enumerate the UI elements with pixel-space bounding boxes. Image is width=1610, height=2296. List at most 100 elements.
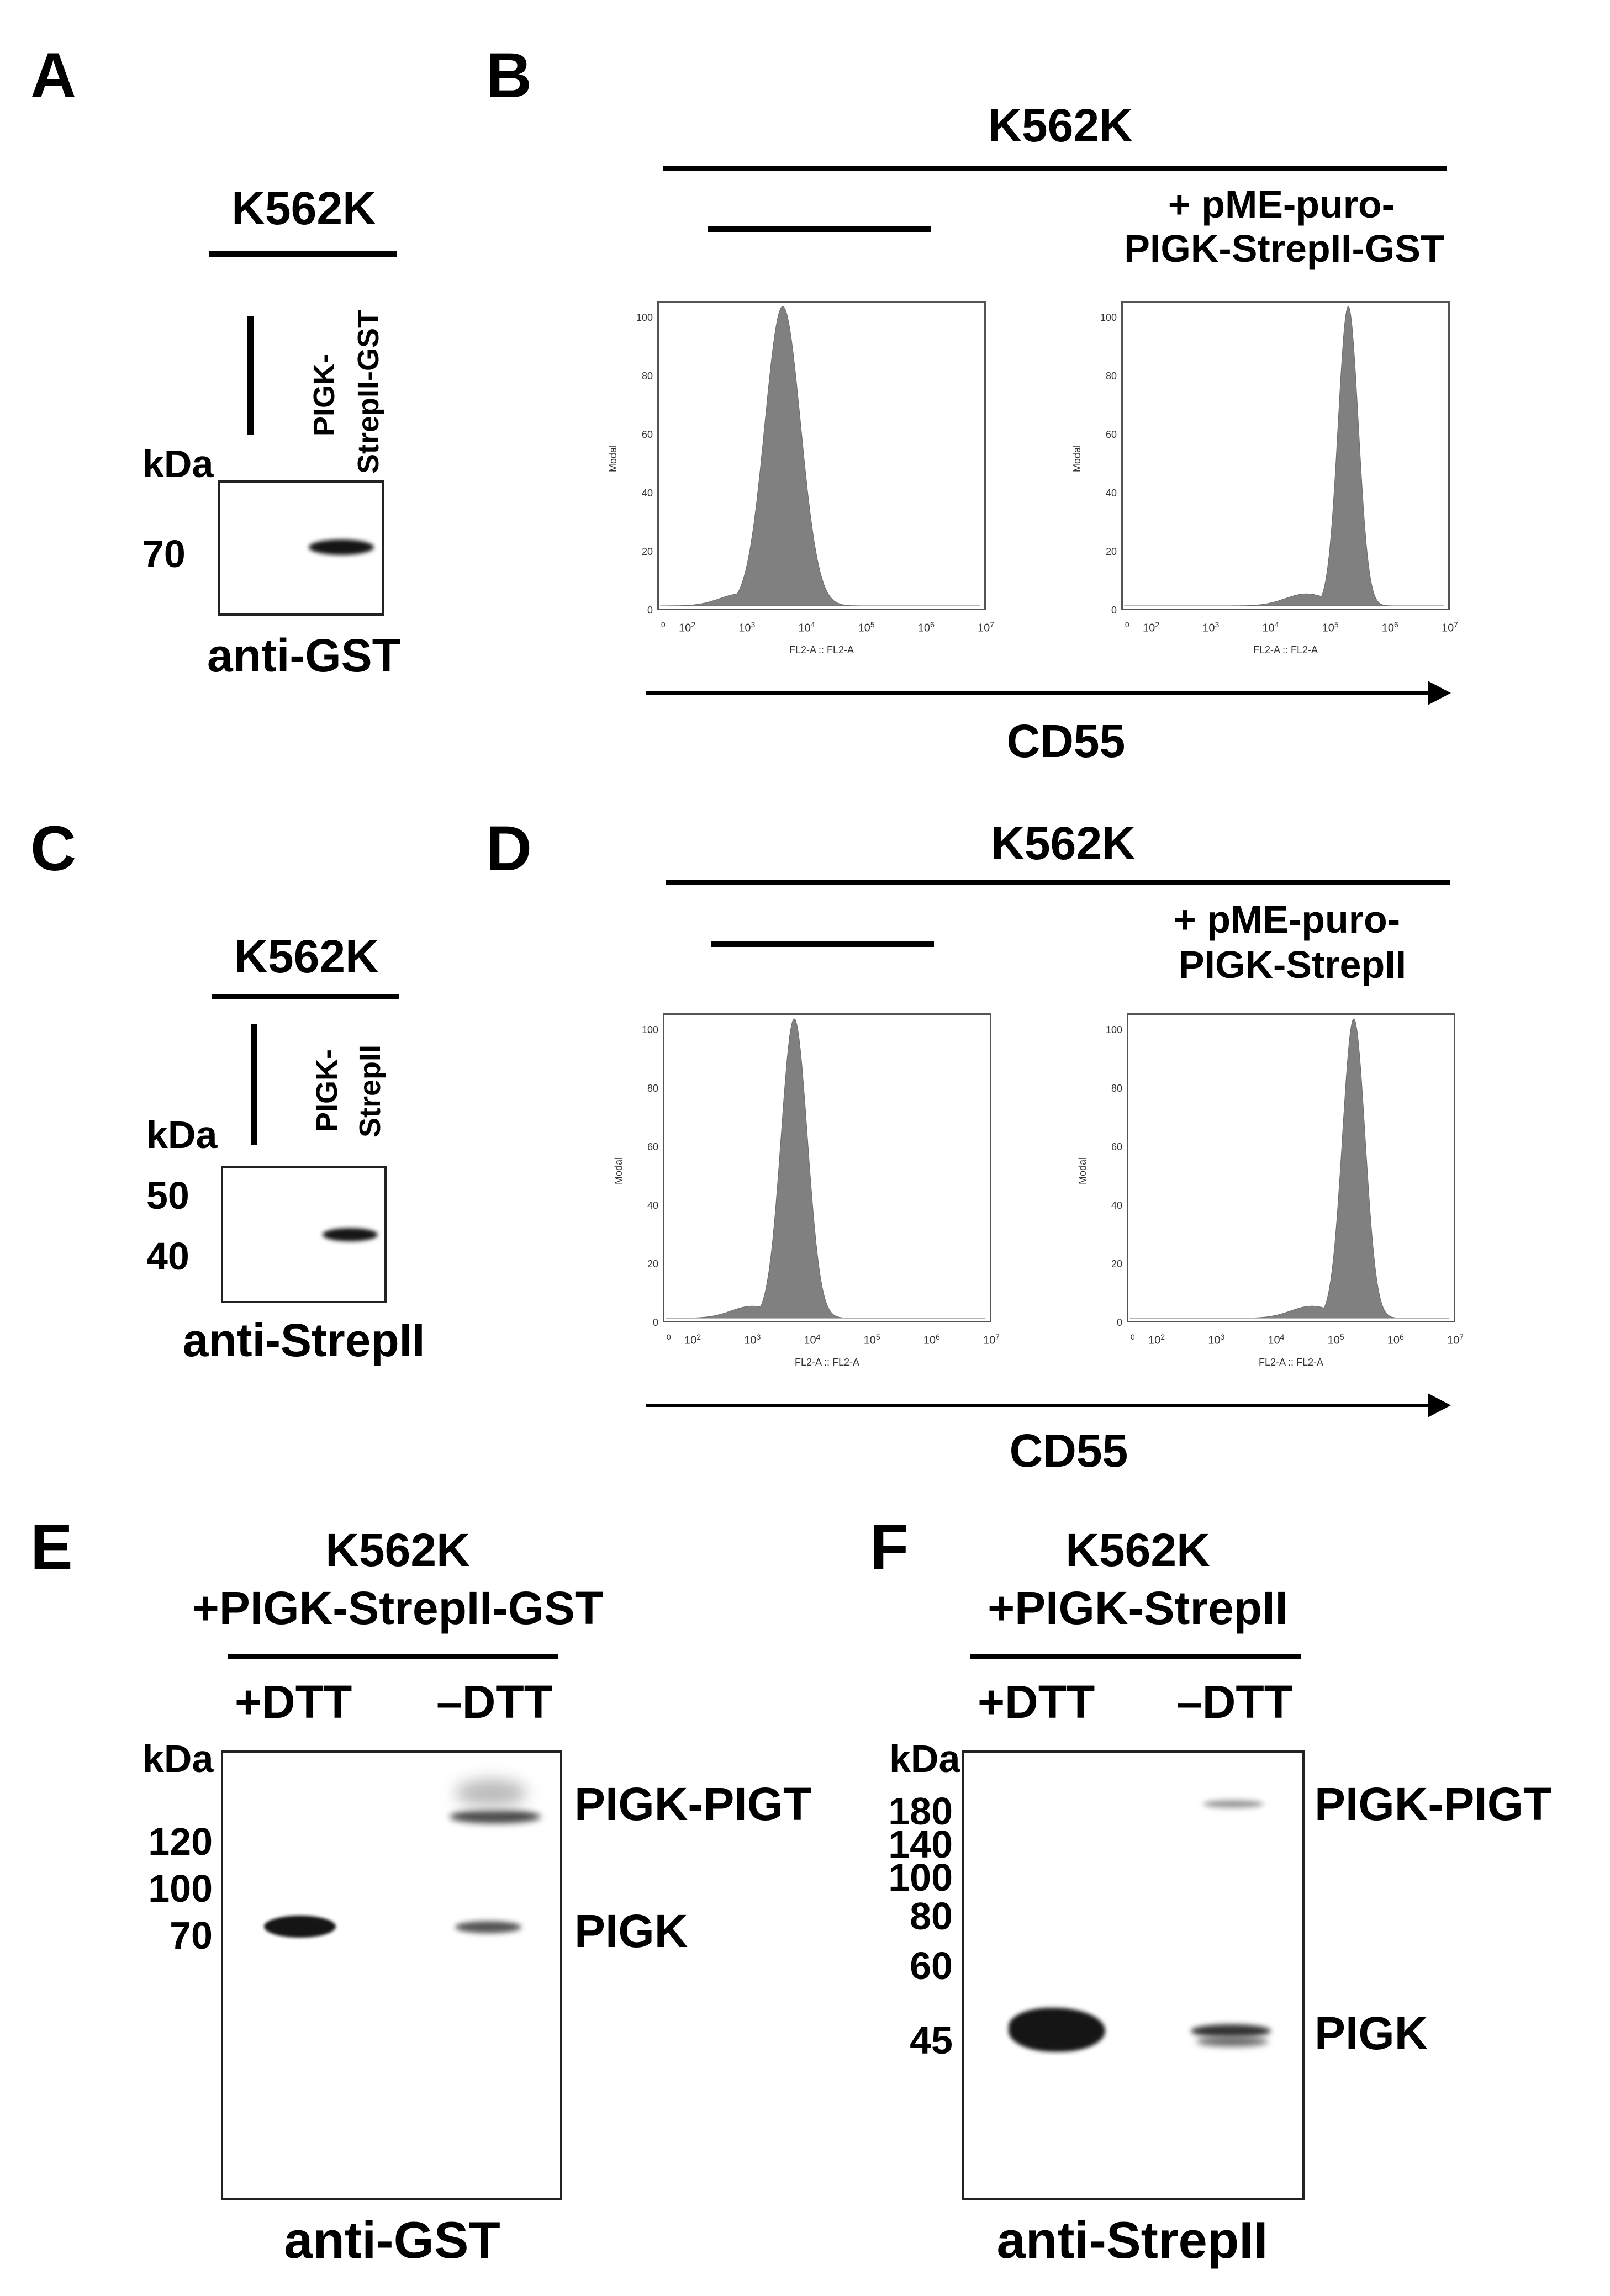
panel-b-histogram-left-y-tick: 0	[647, 605, 653, 616]
panel-f-band-minus-dtt-lower	[1196, 2036, 1268, 2046]
panel-d-histogram-left-peak	[666, 1018, 986, 1319]
panel-b-histogram-left-peak	[660, 306, 980, 606]
panel-b-histogram-left-y-tick: 20	[641, 546, 653, 557]
panel-f-label-pigk-pigt: PIGK-PIGT	[1315, 1778, 1552, 1830]
panel-d-histogram-left-x-tick: 103	[744, 1332, 761, 1347]
panel-b-histogram-left-x-tick: 106	[917, 620, 935, 634]
panel-d-histogram-left-y-tick: 80	[647, 1083, 658, 1094]
panel-d-histogram-left-x-tick: 104	[804, 1332, 821, 1347]
panel-d-histogram-right-y-tick: 100	[1105, 1024, 1122, 1035]
panel-b-histogram-right-peak	[1124, 306, 1444, 606]
panel-letter-f: F	[870, 1512, 909, 1583]
panel-f-mw-180: 180	[888, 1790, 953, 1833]
panel-f-lane-minus-dtt: –DTT	[1176, 1676, 1292, 1728]
panel-b-histogram-right-x-tick: 102	[1143, 620, 1160, 634]
panel-b-histogram-right-x-label: FL2-A :: FL2-A	[1253, 644, 1318, 655]
panel-b-histogram-left-x-tick: 0	[661, 620, 666, 629]
panel-b-histogram-right-frame	[1121, 301, 1450, 610]
panel-b-header: K562K	[988, 99, 1133, 151]
panel-letter-b: B	[486, 40, 532, 111]
panel-d-histogram-right-x-tick: 106	[1387, 1332, 1404, 1347]
panel-d-histogram-right-frame	[1127, 1013, 1455, 1322]
panel-f-header-rule	[970, 1654, 1301, 1659]
panel-d-histogram-right-x-tick: 104	[1268, 1332, 1285, 1347]
panel-d-histogram-right-y-tick: 40	[1111, 1200, 1122, 1211]
panel-e-antibody: anti-GST	[284, 2211, 500, 2269]
panel-e-band-plus-dtt	[264, 1916, 336, 1938]
panel-d-histogram-right-y-tick: 0	[1116, 1317, 1122, 1328]
panel-b-histogram-left-y-tick: 80	[641, 371, 653, 382]
panel-b-histogram-right-x-tick: 103	[1202, 620, 1220, 634]
panel-a-lane2-label-2: StrepII-GST	[352, 309, 385, 474]
panel-d-histogram-right-x-tick: 105	[1327, 1332, 1344, 1347]
panel-d-cd55-arrow-line	[646, 1404, 1436, 1407]
panel-e-mw-120: 120	[148, 1820, 213, 1863]
panel-e-lane-minus-dtt: –DTT	[436, 1676, 552, 1728]
panel-a-kda-label: kDa	[142, 442, 214, 485]
panel-a-lane2-label-1: PIGK-	[308, 353, 341, 436]
panel-letter-e: E	[30, 1512, 73, 1583]
panel-f-kda-label: kDa	[889, 1737, 960, 1780]
panel-f-mw-45: 45	[910, 2019, 953, 2062]
panel-f-mw-100: 100	[888, 1856, 953, 1899]
panel-letter-d: D	[486, 813, 532, 884]
panel-f-mw-140: 140	[888, 1823, 953, 1866]
panel-d-histogram-left-x-tick: 106	[923, 1332, 940, 1347]
panel-d-histogram-right: 100 80 60 40 20 0 Modal 0 102 103 104 105 106 107 FL2-…	[1066, 999, 1464, 1408]
panel-b-histogram-left-frame	[657, 301, 986, 610]
panel-e-label-pigk-pigt: PIGK-PIGT	[574, 1778, 812, 1830]
panel-d-histogram-left-x-label: FL2-A :: FL2-A	[794, 1357, 860, 1368]
panel-b-histogram-right-x-tick: 0	[1125, 620, 1129, 629]
panel-letter-a: A	[30, 40, 77, 111]
panel-letter-c: C	[30, 813, 77, 884]
panel-a-header: K562K	[231, 182, 376, 234]
panel-b-histogram-right-x-tick: 104	[1262, 620, 1279, 634]
panel-f-mw-60: 60	[910, 1944, 953, 1987]
panel-e-header-rule	[228, 1654, 558, 1659]
panel-a-mw-70: 70	[142, 532, 186, 575]
panel-b-histogram-left-x-tick: 102	[679, 620, 696, 634]
panel-a-header-rule	[209, 251, 397, 257]
panel-d-cd55-label: CD55	[1009, 1425, 1128, 1477]
panel-e-mw-100: 100	[148, 1867, 213, 1910]
panel-c-header: K562K	[234, 930, 379, 982]
panel-c-kda-label: kDa	[146, 1113, 218, 1156]
panel-c-antibody: anti-StrepII	[182, 1314, 425, 1366]
panel-d-histogram-left-y-tick: 100	[641, 1024, 658, 1035]
panel-b-histogram-right-y-tick: 20	[1105, 546, 1117, 557]
panel-b-condition-line2: PIGK-StrepII-GST	[1124, 227, 1444, 270]
panel-b-histogram-right: 100 80 60 40 20 0 Modal 0 102 103 104 105 106 107 FL2-…	[1060, 287, 1458, 696]
panel-b-histogram-right-curve-svg	[1124, 306, 1444, 606]
panel-d-histogram-left: 100 80 60 40 20 0 Modal 0 102 103 104 105 106 107 FL2-…	[602, 999, 1000, 1408]
panel-a-blot	[218, 480, 384, 616]
panel-b-untransfected-bar	[708, 226, 931, 232]
panel-c-mw-50: 50	[146, 1174, 189, 1217]
panel-b-histogram-left-y-tick: 100	[636, 312, 653, 323]
panel-c-lane2-label-1: PIGK-	[310, 1049, 344, 1132]
panel-d-header: K562K	[991, 817, 1136, 869]
panel-d-histogram-left-x-tick: 105	[863, 1332, 880, 1347]
panel-d-histogram-right-y-tick: 20	[1111, 1258, 1122, 1269]
panel-e-header-line2: +PIGK-StrepII-GST	[192, 1582, 604, 1634]
panel-d-histogram-left-curve-svg	[666, 1018, 986, 1319]
panel-d-header-rule	[666, 880, 1450, 885]
panel-d-histogram-left-x-tick: 102	[684, 1332, 701, 1347]
panel-d-histogram-left-y-tick: 40	[647, 1200, 658, 1211]
panel-d-histogram-left-y-tick: 20	[647, 1258, 658, 1269]
panel-e-label-pigk: PIGK	[574, 1905, 688, 1957]
panel-b-histogram-left-x-tick: 104	[798, 620, 815, 634]
panel-b-cd55-arrow-line	[646, 691, 1436, 695]
panel-b-cd55-label: CD55	[1006, 715, 1126, 767]
panel-b-histogram-left-x-tick: 107	[977, 620, 995, 634]
panel-b-histogram-right-y-tick: 80	[1105, 371, 1117, 382]
panel-f-blot	[962, 1750, 1305, 2200]
panel-f-antibody: anti-StrepII	[996, 2211, 1268, 2269]
panel-b-condition-line1: + pME-puro-	[1168, 183, 1395, 226]
panel-d-histogram-right-y-tick: 80	[1111, 1083, 1122, 1094]
panel-c-lane1-bar	[251, 1024, 257, 1145]
panel-f-mw-80: 80	[910, 1895, 953, 1938]
panel-b-histogram-left-x-tick: 103	[738, 620, 756, 634]
panel-e-band-pigk-pigt	[450, 1810, 541, 1823]
panel-e-blot	[221, 1750, 562, 2200]
panel-b-histogram-right-y-tick: 100	[1100, 312, 1117, 323]
